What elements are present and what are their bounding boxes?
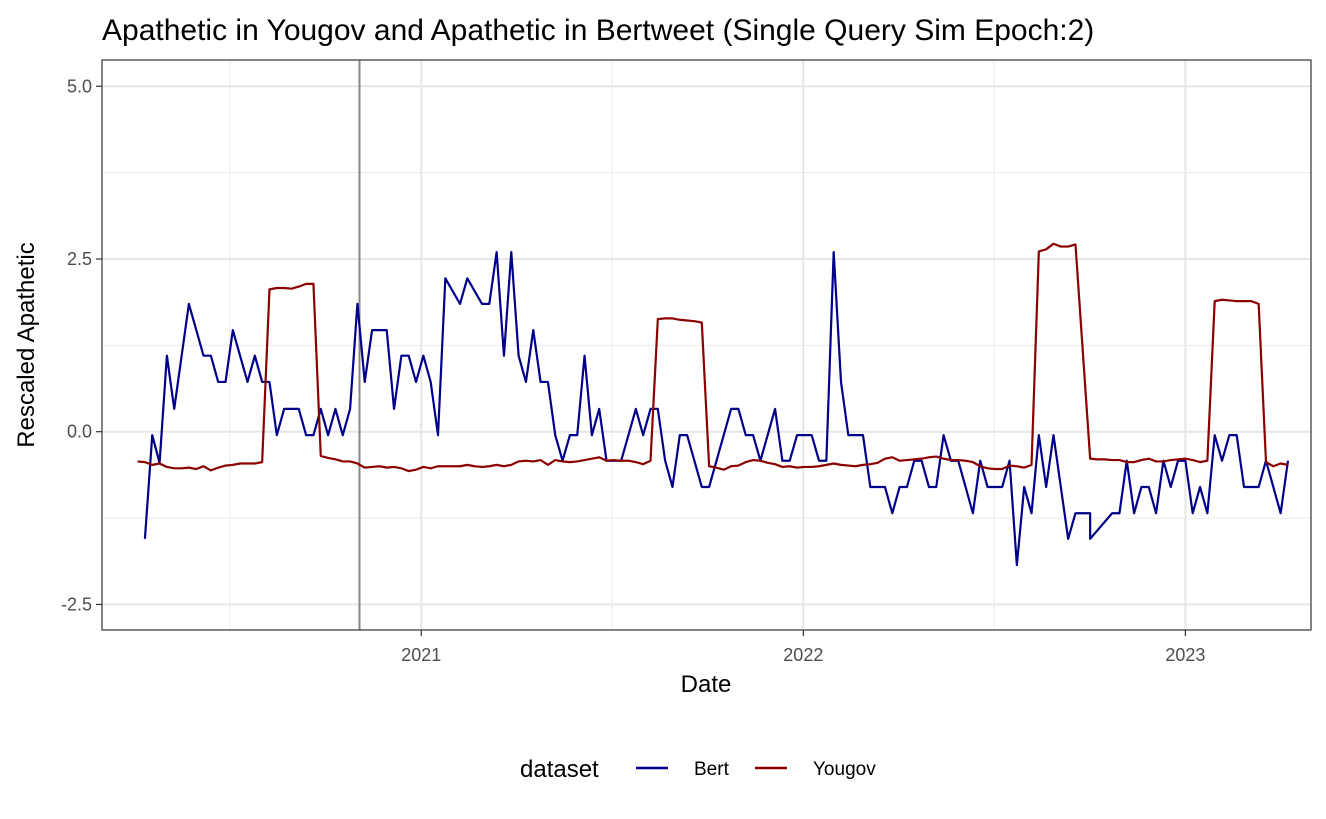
gridlines (102, 60, 1311, 630)
legend-label-yougov: Yougov (813, 759, 876, 780)
x-axis: 2021 2022 2023 (401, 630, 1205, 665)
x-axis-title: Date (681, 671, 732, 698)
y-axis-title: Rescaled Apathetic (13, 242, 40, 447)
y-tick-label: 0.0 (67, 422, 92, 442)
y-tick-label: 5.0 (67, 76, 92, 96)
x-tick-label: 2023 (1165, 645, 1205, 665)
x-tick-label: 2021 (401, 645, 441, 665)
plot-panel-border (101, 59, 1312, 631)
legend: dataset Bert Yougov (520, 756, 876, 783)
chart-title: Apathetic in Yougov and Apathetic in Ber… (102, 14, 1094, 47)
series-line-yougov (137, 242, 1289, 473)
x-tick-label: 2022 (783, 645, 823, 665)
y-axis: -2.5 0.0 2.5 5.0 (61, 76, 102, 614)
legend-label-bert: Bert (694, 759, 730, 780)
y-tick-label: 2.5 (67, 249, 92, 269)
series-lines (137, 242, 1290, 567)
legend-title: dataset (520, 756, 599, 783)
y-tick-label: -2.5 (61, 594, 92, 614)
series-line-bert (143, 250, 1290, 567)
legend-items: Bert Yougov (636, 759, 876, 780)
